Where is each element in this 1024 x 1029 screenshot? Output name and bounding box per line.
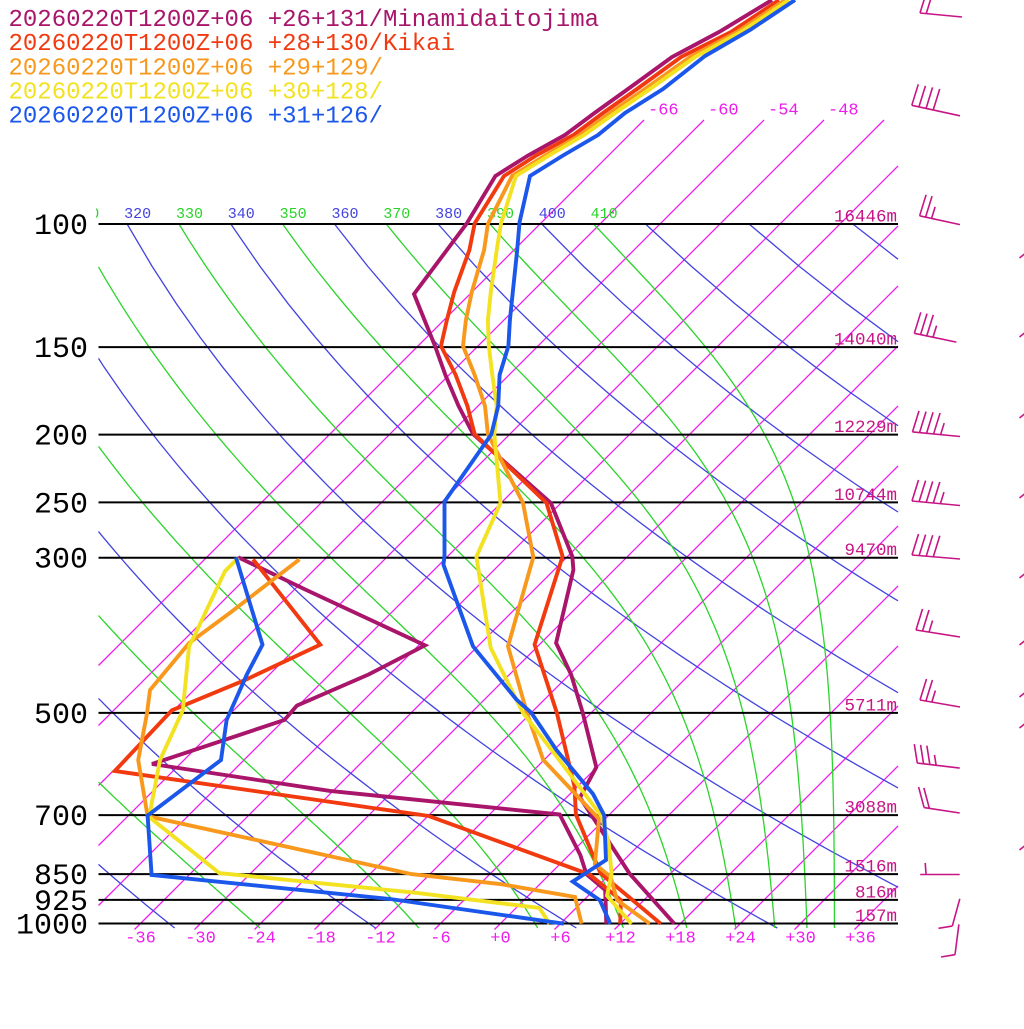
svg-text:250: 250 xyxy=(34,488,88,522)
svg-text:370: 370 xyxy=(383,206,410,223)
svg-text:340: 340 xyxy=(228,206,255,223)
svg-text:20260220T1200Z+06 +28+130/Kika: 20260220T1200Z+06 +28+130/Kikai xyxy=(9,31,455,58)
svg-text:700: 700 xyxy=(34,801,88,835)
svg-text:-12: -12 xyxy=(365,930,396,949)
svg-text:+30: +30 xyxy=(785,930,816,949)
svg-text:320: 320 xyxy=(124,206,151,223)
svg-text:+18: +18 xyxy=(665,930,696,949)
svg-text:380: 380 xyxy=(435,206,462,223)
svg-text:400: 400 xyxy=(539,206,566,223)
svg-text:500: 500 xyxy=(34,699,88,733)
svg-text:100: 100 xyxy=(34,210,88,244)
svg-text:150: 150 xyxy=(34,333,88,367)
svg-text:14040m: 14040m xyxy=(834,331,897,351)
svg-text:+24: +24 xyxy=(725,930,756,949)
svg-text:-66: -66 xyxy=(648,102,679,121)
svg-text:20260220T1200Z+06 +29+129/: 20260220T1200Z+06 +29+129/ xyxy=(9,55,383,82)
svg-text:10744m: 10744m xyxy=(834,486,897,506)
svg-text:-54: -54 xyxy=(768,102,799,121)
svg-text:816m: 816m xyxy=(855,883,897,903)
svg-text:157m: 157m xyxy=(855,907,897,927)
svg-text:1000: 1000 xyxy=(16,910,88,944)
svg-text:3088m: 3088m xyxy=(844,799,897,819)
svg-text:+0: +0 xyxy=(490,930,510,949)
svg-text:5711m: 5711m xyxy=(844,696,897,716)
svg-text:-48: -48 xyxy=(828,102,859,121)
svg-text:1516m: 1516m xyxy=(844,858,897,878)
svg-text:-24: -24 xyxy=(245,930,276,949)
svg-text:360: 360 xyxy=(332,206,359,223)
svg-text:9470m: 9470m xyxy=(844,541,897,561)
svg-text:20260220T1200Z+06 +30+128/: 20260220T1200Z+06 +30+128/ xyxy=(9,79,383,106)
svg-text:330: 330 xyxy=(176,206,203,223)
svg-text:200: 200 xyxy=(34,421,88,455)
svg-text:300: 300 xyxy=(34,544,88,578)
svg-text:+6: +6 xyxy=(550,930,570,949)
svg-text:20260220T1200Z+06 +31+126/: 20260220T1200Z+06 +31+126/ xyxy=(9,104,383,131)
svg-text:20260220T1200Z+06 +26+131/Mina: 20260220T1200Z+06 +26+131/Minamidaitojim… xyxy=(9,7,600,34)
svg-text:-36: -36 xyxy=(125,930,156,949)
svg-text:16446m: 16446m xyxy=(834,208,897,228)
svg-text:+12: +12 xyxy=(605,930,636,949)
svg-text:350: 350 xyxy=(280,206,307,223)
svg-text:-30: -30 xyxy=(185,930,216,949)
svg-text:-60: -60 xyxy=(708,102,739,121)
svg-text:-6: -6 xyxy=(430,930,450,949)
svg-text:-18: -18 xyxy=(305,930,336,949)
svg-text:410: 410 xyxy=(591,206,618,223)
svg-text:+36: +36 xyxy=(845,930,876,949)
svg-text:12229m: 12229m xyxy=(834,418,897,438)
